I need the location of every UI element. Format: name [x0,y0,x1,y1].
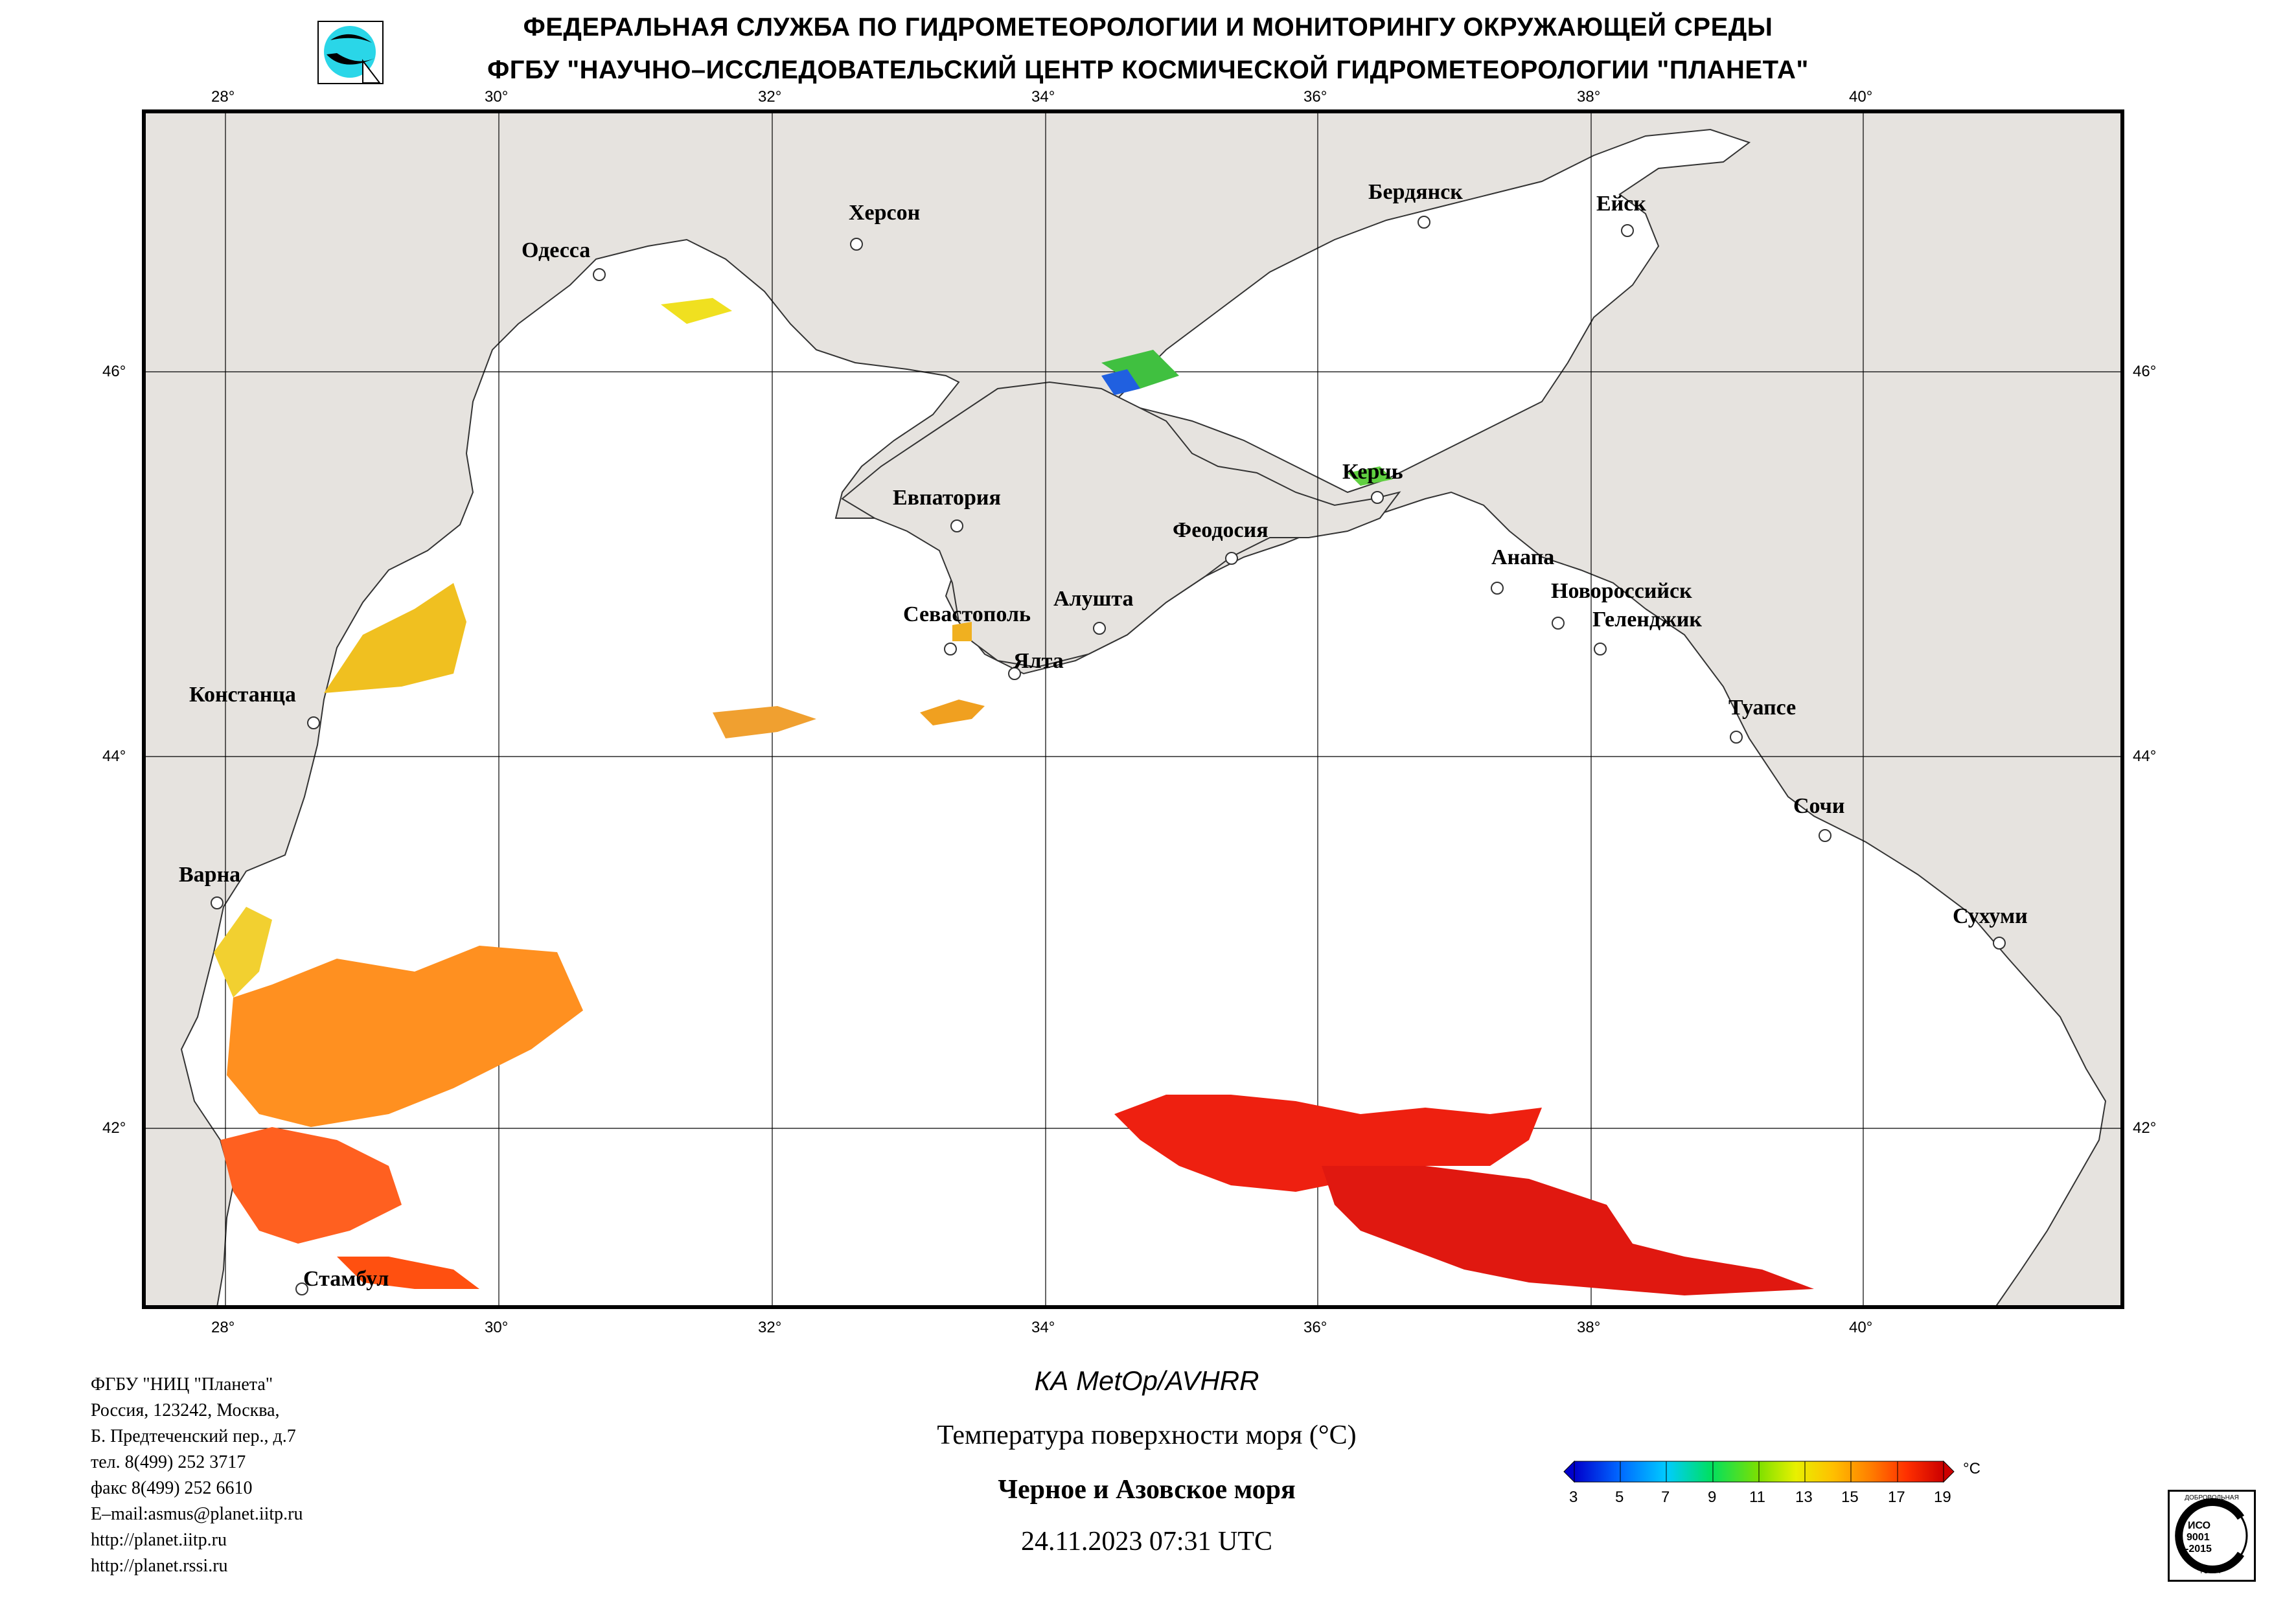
lon-label-34-bottom: 34° [1031,1319,1055,1336]
lat-label-44-left: 44° [102,747,126,765]
city-label-sevastopol: Севастополь [903,602,1031,626]
city-label-berdyansk: Бердянск [1368,180,1463,204]
city-label-tuapse: Туапсе [1728,696,1797,720]
lat-label-46-left: 46° [102,363,126,380]
city-label-varna: Варна [179,863,241,887]
colorbar-tick-15: 15 [1841,1488,1859,1506]
sst-patch-sevastopol [952,622,972,641]
lon-label-28-top: 28° [211,88,235,106]
sst-patch-varna [214,907,272,997]
lon-label-32-bottom: 32° [758,1319,782,1336]
lon-label-32-top: 32° [758,88,782,106]
colorbar [1563,1460,1955,1483]
lat-label-46-right: 46° [2133,363,2157,380]
footer-link[interactable]: http://planet.rssi.ru [91,1556,228,1576]
iso-bottom-text: ГОСТ Р [2200,1568,2223,1575]
lon-label-34-top: 34° [1031,88,1055,106]
city-label-istanbul: Стамбул [303,1267,389,1291]
sst-patch-constanta [324,583,466,693]
city-label-alushta: Алушта [1053,587,1134,611]
sst-patches [214,298,1814,1295]
sst-patch-odessa [661,298,732,324]
map-frame [142,109,2124,1309]
sst-patch-crimea-south [920,700,985,725]
lat-label-44-right: 44° [2133,747,2157,765]
sst-patch-sivash [1101,350,1179,389]
iso-number: 9001 [2187,1532,2210,1543]
city-markers [211,216,2006,1295]
footer-line: Россия, 123242, Москва, [91,1400,280,1420]
product-caption: Температура поверхности моря (°C) [937,1420,1357,1450]
lon-label-28-bottom: 28° [211,1319,235,1336]
city-label-feodosia: Феодосия [1173,518,1269,542]
footer-line: факс 8(499) 252 6610 [91,1478,253,1498]
sst-patch-south-1 [1114,1095,1542,1192]
footer-line: E–mail:asmus@planet.iitp.ru [91,1504,303,1524]
lon-label-36-top: 36° [1303,88,1327,106]
lon-label-40-top: 40° [1849,88,1873,106]
colorbar-tick-17: 17 [1888,1488,1905,1506]
iso-text: ИСО [2188,1520,2211,1531]
iso-top-text: ДОБРОВОЛЬНАЯ [2185,1494,2239,1501]
planeta-logo-icon [317,21,384,84]
sst-patch-central-west [713,706,816,738]
iso-certification-logo: ДОБРОВОЛЬНАЯ ИСО 9001 -2015 ГОСТ Р [2168,1490,2256,1582]
iso-year: -2015 [2185,1544,2212,1555]
colorbar-tick-5: 5 [1615,1488,1624,1506]
city-label-odessa: Одесса [522,238,591,262]
city-label-yalta: Ялта [1013,649,1064,673]
lat-label-42-right: 42° [2133,1119,2157,1137]
lon-label-30-top: 30° [485,88,509,106]
sst-patch-sivash-blue [1101,369,1140,395]
footer-line: Б. Предтеченский пер., д.7 [91,1426,296,1446]
sst-patch-kerch [1348,466,1393,486]
header-line-2: ФГБУ "НАУЧНО–ИССЛЕДОВАТЕЛЬСКИЙ ЦЕНТР КОС… [487,56,1809,84]
colorbar-tick-13: 13 [1795,1488,1813,1506]
lon-label-38-bottom: 38° [1577,1319,1601,1336]
city-label-kerch: Керчь [1342,460,1403,484]
colorbar-tick-3: 3 [1569,1488,1578,1506]
sst-patch-west [227,946,583,1127]
colorbar-unit: °C [1963,1460,1980,1477]
city-label-novorossiysk: Новороссийск [1551,579,1692,603]
lat-label-42-left: 42° [102,1119,126,1137]
footer-line: ФГБУ "НИЦ "Планета" [91,1374,273,1395]
city-label-constanta: Констанца [189,683,296,707]
satellite-caption: КА MetOp/AVHRR [1034,1365,1259,1396]
lon-label-30-bottom: 30° [485,1319,509,1336]
city-label-yeysk: Ейск [1596,192,1646,216]
footer-link[interactable]: http://planet.iitp.ru [91,1530,227,1550]
colorbar-right-arrow [1943,1460,1955,1483]
header-line-1: ФЕДЕРАЛЬНАЯ СЛУЖБА ПО ГИДРОМЕТЕОРОЛОГИИ … [523,13,1773,41]
city-label-evpatoria: Евпатория [893,486,1001,510]
sst-patch-bosporus [220,1127,402,1244]
datetime-caption: 24.11.2023 07:31 UTC [1020,1527,1273,1556]
lon-label-38-top: 38° [1577,88,1601,106]
city-label-sochi: Сочи [1793,794,1845,818]
lon-label-36-bottom: 36° [1303,1319,1327,1336]
black-sea [180,238,2107,1308]
region-caption: Черное и Азовское моря [998,1475,1296,1505]
colorbar-left-arrow [1563,1460,1575,1483]
footer-line: тел. 8(499) 252 3717 [91,1452,246,1472]
city-label-anapa: Анапа [1491,545,1555,569]
colorbar-tick-11: 11 [1749,1488,1765,1506]
colorbar-tick-7: 7 [1661,1488,1670,1506]
sst-patch-south-2 [1322,1166,1814,1295]
city-label-sukhumi: Сухуми [1953,904,2028,928]
colorbar-tick-9: 9 [1708,1488,1717,1506]
footer-contacts: ФГБУ "НИЦ "Планета" Россия, 123242, Моск… [91,1372,303,1579]
city-label-gelendzhik: Геленджик [1592,608,1702,632]
city-label-kherson: Херсон [849,201,921,225]
lon-label-40-bottom: 40° [1849,1319,1873,1336]
sst-patch-istanbul-coast [337,1257,479,1289]
colorbar-tick-19: 19 [1934,1488,1951,1506]
